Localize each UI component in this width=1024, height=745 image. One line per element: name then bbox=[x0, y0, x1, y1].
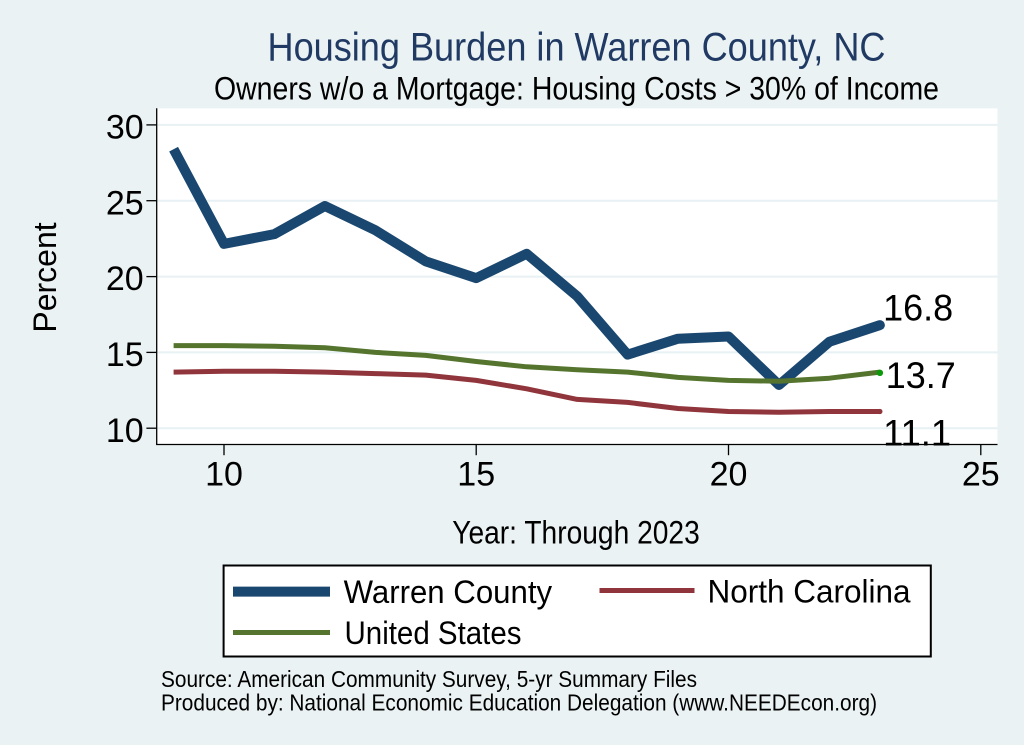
svg-text:20: 20 bbox=[106, 260, 144, 298]
svg-text:15: 15 bbox=[457, 455, 495, 493]
svg-text:Source: American Community Sur: Source: American Community Survey, 5-yr … bbox=[161, 666, 697, 692]
svg-text:Year: Through 2023: Year: Through 2023 bbox=[452, 514, 700, 550]
svg-text:Produced by: National Economic: Produced by: National Economic Education… bbox=[161, 689, 877, 715]
svg-text:25: 25 bbox=[106, 184, 144, 222]
svg-text:16.8: 16.8 bbox=[883, 287, 953, 329]
svg-text:11.1: 11.1 bbox=[883, 411, 951, 453]
svg-text:13.7: 13.7 bbox=[886, 354, 956, 396]
svg-text:Owners w/o a Mortgage: Housing: Owners w/o a Mortgage: Housing Costs > 3… bbox=[214, 71, 939, 107]
svg-text:Percent: Percent bbox=[27, 222, 63, 332]
svg-text:30: 30 bbox=[106, 109, 144, 147]
svg-text:United States: United States bbox=[345, 615, 522, 651]
svg-text:Housing Burden in Warren Count: Housing Burden in Warren County, NC bbox=[268, 26, 886, 70]
svg-text:20: 20 bbox=[710, 455, 748, 493]
svg-text:10: 10 bbox=[205, 455, 243, 493]
svg-text:Warren County: Warren County bbox=[344, 574, 552, 610]
svg-text:10: 10 bbox=[106, 412, 144, 450]
svg-text:North Carolina: North Carolina bbox=[708, 574, 911, 610]
svg-text:25: 25 bbox=[962, 455, 1000, 493]
svg-text:15: 15 bbox=[106, 336, 144, 374]
